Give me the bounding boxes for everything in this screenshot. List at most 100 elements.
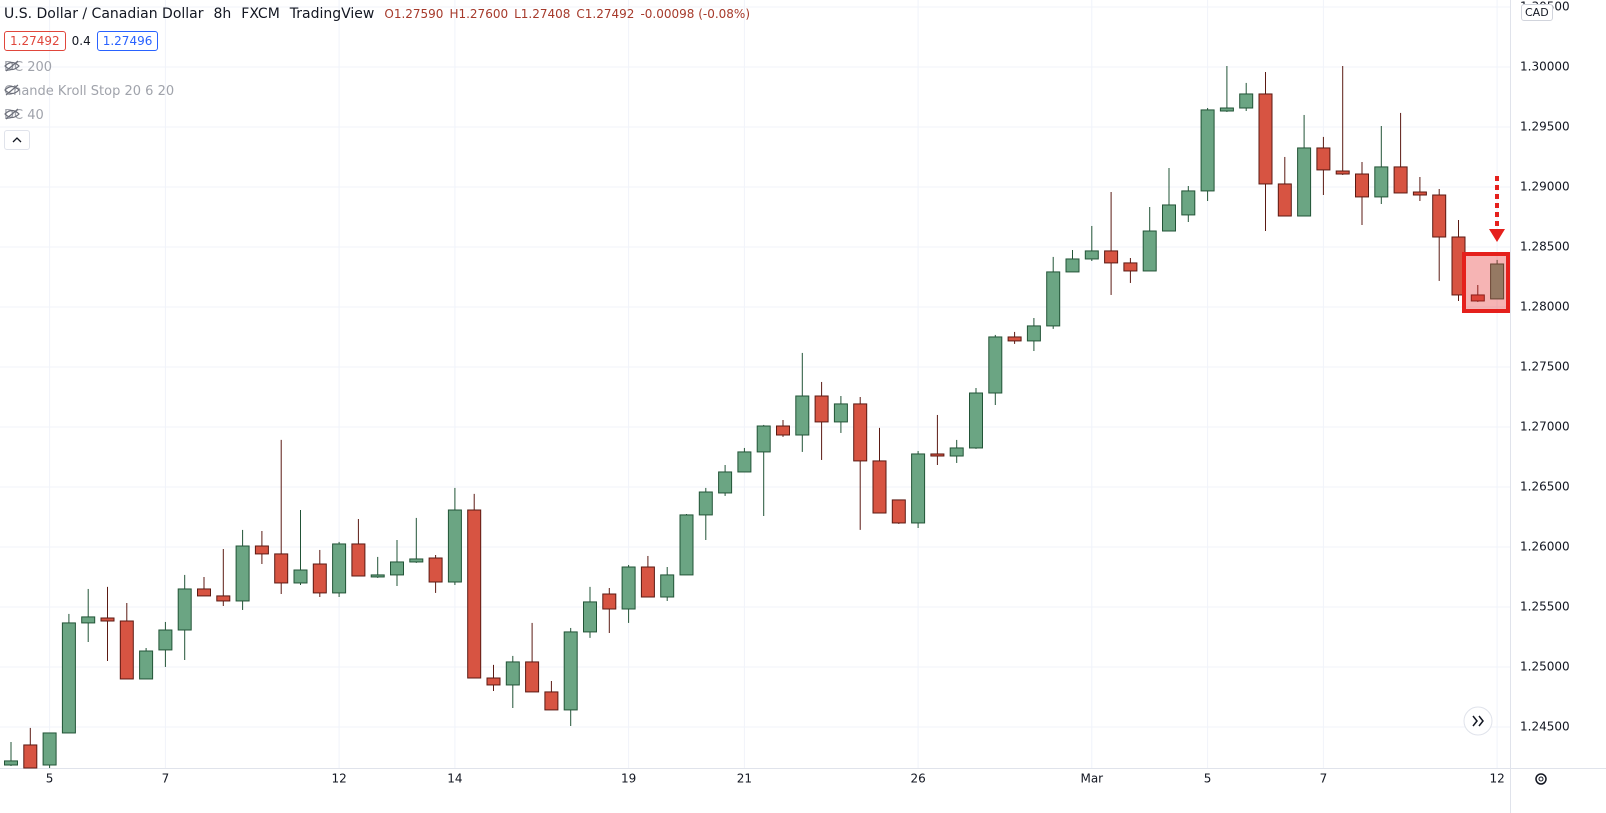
trade-badges: 1.27492 0.4 1.27496	[4, 31, 159, 51]
candle	[737, 447, 752, 473]
candle-body	[1219, 107, 1234, 112]
eye	[4, 84, 20, 96]
candle-body	[737, 451, 752, 473]
y-tick-label: 1.27000	[1520, 419, 1570, 433]
candle-body	[1470, 294, 1485, 302]
candle	[139, 648, 154, 680]
candle-body	[872, 460, 887, 514]
candle-body	[486, 677, 501, 686]
candle-body	[1007, 336, 1022, 342]
candle	[1490, 259, 1505, 300]
candle-body	[1335, 170, 1350, 175]
candle	[1104, 192, 1119, 295]
candle-body	[969, 392, 983, 449]
candle	[1181, 186, 1196, 222]
candle-body	[1123, 262, 1138, 272]
candle	[911, 450, 926, 528]
candle-body	[42, 732, 57, 766]
candle-body	[119, 620, 134, 680]
hidden-eye-icon	[4, 84, 20, 96]
legend-header: U.S. Dollar / Canadian Dollar 8h FXCM Tr…	[4, 6, 750, 22]
indicator: DC 200	[4, 60, 52, 75]
candle-body	[718, 471, 733, 494]
candle-body	[1432, 194, 1447, 238]
arrow-head	[1489, 229, 1505, 242]
candle-body	[254, 545, 269, 555]
candle	[216, 549, 231, 606]
highlight-box	[1462, 252, 1510, 313]
buy-price[interactable]: 1.27496	[96, 31, 159, 51]
collapse-button[interactable]	[4, 130, 30, 150]
x-tick-label: 19	[621, 772, 636, 786]
gear-icon	[1535, 773, 1547, 785]
candle	[583, 586, 597, 638]
candle	[235, 529, 250, 610]
candle-body	[583, 601, 597, 633]
currency: CAD	[1525, 6, 1549, 19]
y-tick-label: 1.29000	[1520, 179, 1570, 193]
candle	[293, 510, 308, 585]
candle	[61, 613, 76, 734]
candle-body	[776, 425, 790, 436]
candle	[81, 588, 96, 642]
x-tick-label: Mar	[1080, 772, 1103, 786]
candle-body	[544, 691, 559, 711]
candle-body	[1162, 204, 1176, 232]
candle	[42, 732, 57, 768]
candle	[1200, 108, 1215, 201]
candle	[833, 396, 848, 433]
settings-button[interactable]	[1535, 773, 1547, 785]
candle-body	[332, 543, 347, 594]
candle-body	[988, 336, 1003, 394]
candle-body	[390, 561, 404, 576]
candle	[254, 531, 269, 564]
candle-body	[409, 558, 424, 563]
candle-body	[467, 509, 482, 679]
candle-body	[679, 514, 694, 576]
candle	[1123, 258, 1138, 283]
y-tick-label: 1.28500	[1520, 239, 1570, 253]
candle-body	[1297, 147, 1312, 217]
ohlc-value: -0.00098 (-0.08%)	[640, 7, 751, 21]
candle-body	[640, 566, 655, 598]
ohlc-value: H1.27600	[449, 7, 509, 21]
y-tick-label: 1.28000	[1520, 299, 1570, 313]
candle	[544, 681, 559, 711]
candle	[1046, 256, 1061, 329]
candle	[891, 499, 906, 524]
candle-body	[853, 403, 868, 462]
candle	[390, 540, 404, 586]
candle	[756, 424, 771, 516]
platform: TradingView	[289, 6, 375, 22]
candle-body	[1065, 258, 1080, 273]
candle	[1142, 207, 1157, 272]
candle	[1393, 112, 1408, 194]
candle-body	[756, 425, 771, 453]
candle	[853, 396, 868, 530]
candle-body	[1142, 230, 1157, 272]
candle-body	[814, 395, 829, 423]
y-tick-label: 1.26000	[1520, 539, 1570, 553]
candle-body	[1355, 173, 1369, 198]
candle	[100, 586, 115, 661]
x-tick-label: 5	[46, 772, 54, 786]
candle-body	[1277, 183, 1292, 217]
candle	[1219, 66, 1234, 112]
candle	[1026, 318, 1041, 351]
currency-selector[interactable]: CAD	[1521, 4, 1553, 21]
chevron	[12, 137, 22, 143]
candle	[602, 588, 617, 633]
sell-price[interactable]: 1.27492	[4, 31, 66, 51]
x-tick-label: 12	[331, 772, 346, 786]
x-tick-label: 7	[162, 772, 170, 786]
ohlc-value: C1.27492	[576, 7, 635, 21]
ohlc-value: O1.27590	[384, 7, 444, 21]
candle-body	[1316, 147, 1331, 171]
candle-body	[235, 545, 250, 602]
candle	[1432, 189, 1447, 281]
scroll-right-button[interactable]	[1463, 706, 1493, 736]
candle	[621, 564, 636, 623]
candle	[428, 555, 443, 593]
candle	[1065, 249, 1080, 273]
